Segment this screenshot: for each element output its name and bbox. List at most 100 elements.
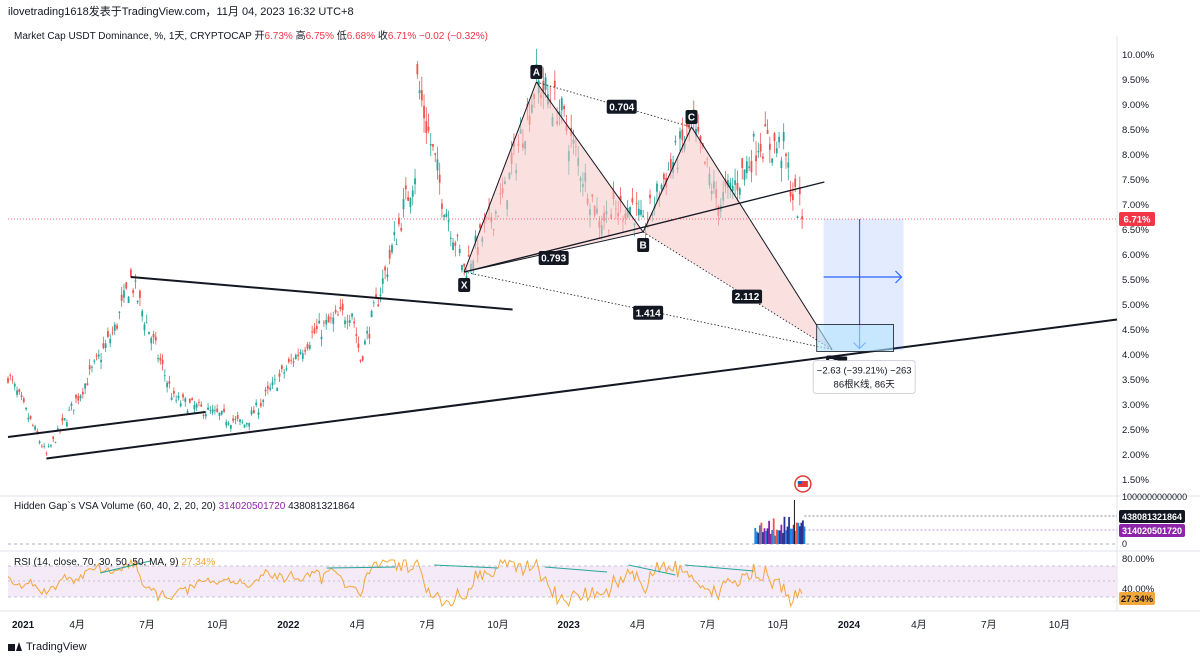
ratio-label: 0.793 [541, 254, 566, 265]
candle-body [558, 111, 561, 116]
candle-body [420, 90, 423, 101]
candle-body [395, 244, 398, 246]
candle-body [780, 160, 783, 168]
trendline-resistance [130, 276, 513, 311]
volume-bar [757, 532, 760, 544]
candle-body [255, 402, 258, 406]
rsi-divergence-line [544, 566, 608, 573]
candle-body [662, 173, 665, 180]
candle-body [223, 408, 225, 412]
candle-body [207, 407, 209, 410]
candle-body [640, 209, 642, 215]
candle-body [294, 354, 297, 359]
candle-body [368, 333, 371, 339]
candle-body [456, 235, 459, 237]
candle-body [463, 263, 466, 267]
volume-bar [780, 524, 783, 544]
candle-body [18, 389, 21, 393]
rsi-band [8, 566, 1117, 597]
candle-body [364, 340, 366, 345]
candle-body [629, 206, 631, 216]
trendline-support [46, 318, 1118, 460]
y-tick-label: 2.00% [1122, 450, 1149, 461]
candle-body [234, 418, 237, 420]
volume-bar [754, 527, 757, 544]
candle-body [123, 290, 125, 298]
candle-body [25, 407, 27, 410]
candle-body [414, 178, 416, 185]
candle-body [145, 322, 148, 324]
candle-body [70, 403, 73, 406]
candle-body [409, 198, 412, 208]
y-tick-label: 1.50% [1122, 475, 1149, 486]
candle-body [381, 278, 384, 284]
volume-bar [791, 528, 794, 544]
volume-bar [772, 518, 775, 544]
x-tick-label: 4月 [911, 619, 927, 631]
candle-body [68, 409, 71, 411]
candle-body [16, 390, 18, 395]
x-tick-label: 10月 [207, 619, 228, 631]
x-tick-label: 7月 [981, 619, 997, 631]
candle-body [346, 321, 349, 323]
last-price-label: 6.71% [1124, 215, 1151, 226]
candle-body [344, 320, 346, 325]
candle-body [454, 242, 457, 246]
rsi-divergence-line [100, 560, 151, 574]
harmonic-leg [535, 81, 644, 233]
candle-body [366, 331, 369, 334]
candle-body [619, 195, 622, 203]
candle-body [202, 414, 205, 416]
candle-body [141, 310, 144, 317]
candle-body [752, 134, 755, 137]
candle-body [404, 185, 407, 190]
candle-body [325, 319, 328, 325]
volume-bar [771, 529, 774, 544]
candle-body [695, 128, 697, 137]
candle-body [134, 280, 137, 282]
arrow-right-icon [895, 270, 903, 284]
candle-body [729, 182, 732, 188]
candle-body [429, 144, 432, 146]
candle-body [150, 338, 153, 344]
candle-body [273, 379, 276, 381]
candle-body [91, 366, 93, 368]
y-tick-label: 9.50% [1122, 75, 1149, 86]
candle-body [148, 331, 150, 335]
candle-body [45, 453, 48, 454]
candle-body [738, 188, 741, 195]
candle-body [553, 80, 556, 88]
volume-bar [765, 530, 767, 544]
candle-body [775, 148, 778, 154]
y-tick-label: 7.00% [1122, 200, 1149, 211]
candle-body [287, 358, 290, 363]
high-value: 6.75% [305, 31, 334, 42]
candle-body [278, 373, 281, 377]
harmonic-leg [463, 81, 537, 273]
candle-body [734, 180, 736, 185]
candle-body [109, 338, 112, 344]
candle-body [750, 161, 753, 173]
candle-body [152, 334, 155, 338]
candle-body [778, 136, 780, 143]
candle-body [34, 426, 37, 430]
candle-body [357, 343, 360, 348]
rsi-divergence-line [434, 564, 499, 569]
candle-body [377, 304, 380, 307]
measure-text-change: −2.63 (−39.21%) −263 [817, 366, 912, 377]
candle-body [239, 419, 241, 422]
candle-body [423, 105, 425, 119]
candle-body [339, 306, 342, 310]
ratio-label-bg [538, 251, 569, 265]
candle-body [132, 290, 135, 294]
candle-body [674, 140, 677, 143]
candle-body [443, 215, 446, 217]
y-tick-label: 6.00% [1122, 250, 1149, 261]
candle-body [218, 412, 221, 416]
candle-body [697, 126, 700, 132]
y-tick-label: 6.50% [1122, 225, 1149, 236]
candle-body [186, 411, 189, 415]
candle-body [107, 331, 109, 337]
rsi-tick-label: 80.00% [1122, 554, 1155, 565]
